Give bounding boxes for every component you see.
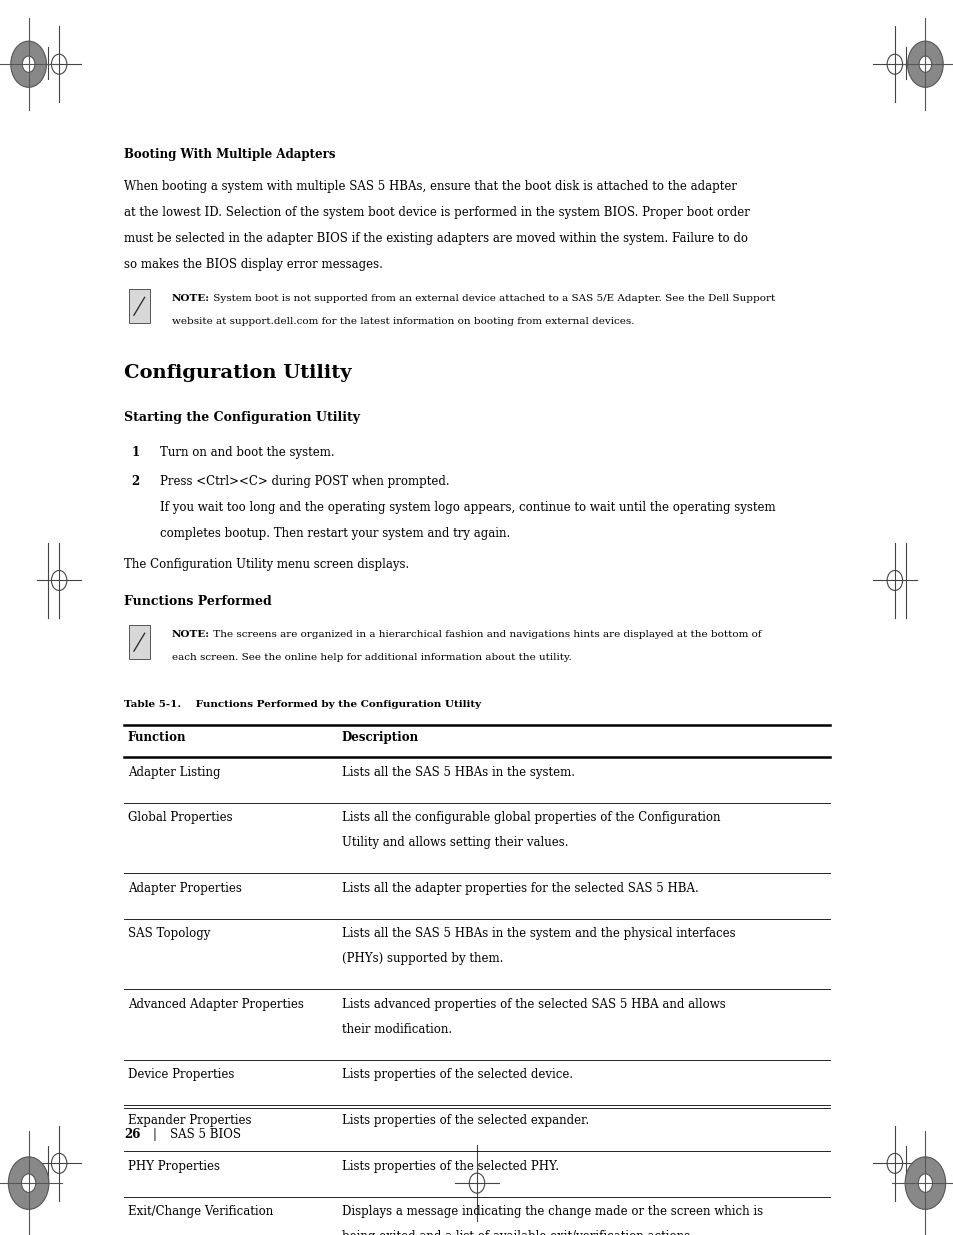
Text: Advanced Adapter Properties: Advanced Adapter Properties	[128, 998, 303, 1011]
Text: Exit/Change Verification: Exit/Change Verification	[128, 1205, 273, 1219]
Text: Lists all the SAS 5 HBAs in the system and the physical interfaces: Lists all the SAS 5 HBAs in the system a…	[341, 927, 735, 941]
Circle shape	[904, 1157, 944, 1209]
Text: Functions Performed: Functions Performed	[124, 595, 272, 609]
Text: The screens are organized in a hierarchical fashion and navigations hints are di: The screens are organized in a hierarchi…	[210, 630, 760, 638]
Text: must be selected in the adapter BIOS if the existing adapters are moved within t: must be selected in the adapter BIOS if …	[124, 232, 747, 246]
Circle shape	[9, 1157, 49, 1209]
Text: The Configuration Utility menu screen displays.: The Configuration Utility menu screen di…	[124, 558, 409, 572]
Text: NOTE:: NOTE:	[172, 630, 210, 638]
Circle shape	[22, 56, 35, 73]
Text: each screen. See the online help for additional information about the utility.: each screen. See the online help for add…	[172, 653, 571, 662]
Text: When booting a system with multiple SAS 5 HBAs, ensure that the boot disk is att: When booting a system with multiple SAS …	[124, 180, 737, 194]
Text: Utility and allows setting their values.: Utility and allows setting their values.	[341, 836, 567, 850]
Text: Lists properties of the selected expander.: Lists properties of the selected expande…	[341, 1114, 588, 1128]
Text: 2: 2	[132, 475, 140, 489]
Text: System boot is not supported from an external device attached to a SAS 5/E Adapt: System boot is not supported from an ext…	[210, 294, 775, 303]
FancyBboxPatch shape	[129, 625, 150, 659]
Text: 26: 26	[124, 1128, 140, 1141]
Text: Turn on and boot the system.: Turn on and boot the system.	[160, 446, 335, 459]
Circle shape	[917, 1173, 931, 1193]
Text: Function: Function	[128, 731, 186, 745]
Text: Press <Ctrl><C> during POST when prompted.: Press <Ctrl><C> during POST when prompte…	[160, 475, 450, 489]
Circle shape	[918, 56, 931, 73]
Text: SAS 5 BIOS: SAS 5 BIOS	[170, 1128, 240, 1141]
Text: Configuration Utility: Configuration Utility	[124, 364, 352, 383]
Text: 1: 1	[132, 446, 140, 459]
Text: Global Properties: Global Properties	[128, 811, 233, 825]
Text: Description: Description	[341, 731, 418, 745]
Text: Device Properties: Device Properties	[128, 1068, 234, 1082]
Text: Lists all the adapter properties for the selected SAS 5 HBA.: Lists all the adapter properties for the…	[341, 882, 698, 895]
Text: NOTE:: NOTE:	[172, 294, 210, 303]
Text: If you wait too long and the operating system logo appears, continue to wait unt: If you wait too long and the operating s…	[160, 501, 775, 515]
Text: being exited and a list of available exit/verification actions.: being exited and a list of available exi…	[341, 1230, 693, 1235]
Text: Lists all the configurable global properties of the Configuration: Lists all the configurable global proper…	[341, 811, 720, 825]
Text: so makes the BIOS display error messages.: so makes the BIOS display error messages…	[124, 258, 382, 272]
Text: Displays a message indicating the change made or the screen which is: Displays a message indicating the change…	[341, 1205, 761, 1219]
Text: their modification.: their modification.	[341, 1023, 451, 1036]
Text: Lists properties of the selected device.: Lists properties of the selected device.	[341, 1068, 572, 1082]
Text: at the lowest ID. Selection of the system boot device is performed in the system: at the lowest ID. Selection of the syste…	[124, 206, 749, 220]
Text: Adapter Properties: Adapter Properties	[128, 882, 241, 895]
Text: Lists all the SAS 5 HBAs in the system.: Lists all the SAS 5 HBAs in the system.	[341, 766, 574, 779]
Circle shape	[906, 41, 943, 88]
Text: Table 5-1.    Functions Performed by the Configuration Utility: Table 5-1. Functions Performed by the Co…	[124, 700, 480, 709]
Circle shape	[10, 41, 47, 88]
Circle shape	[21, 1173, 35, 1193]
Text: Starting the Configuration Utility: Starting the Configuration Utility	[124, 411, 359, 425]
Text: (PHYs) supported by them.: (PHYs) supported by them.	[341, 952, 502, 966]
Text: Expander Properties: Expander Properties	[128, 1114, 251, 1128]
FancyBboxPatch shape	[129, 289, 150, 324]
Text: Adapter Listing: Adapter Listing	[128, 766, 220, 779]
Text: PHY Properties: PHY Properties	[128, 1160, 219, 1173]
Text: |: |	[152, 1128, 156, 1141]
Text: SAS Topology: SAS Topology	[128, 927, 210, 941]
Text: website at support.dell.com for the latest information on booting from external : website at support.dell.com for the late…	[172, 317, 634, 326]
Text: Lists properties of the selected PHY.: Lists properties of the selected PHY.	[341, 1160, 558, 1173]
Text: Lists advanced properties of the selected SAS 5 HBA and allows: Lists advanced properties of the selecte…	[341, 998, 724, 1011]
Text: Booting With Multiple Adapters: Booting With Multiple Adapters	[124, 148, 335, 162]
Text: completes bootup. Then restart your system and try again.: completes bootup. Then restart your syst…	[160, 527, 510, 541]
